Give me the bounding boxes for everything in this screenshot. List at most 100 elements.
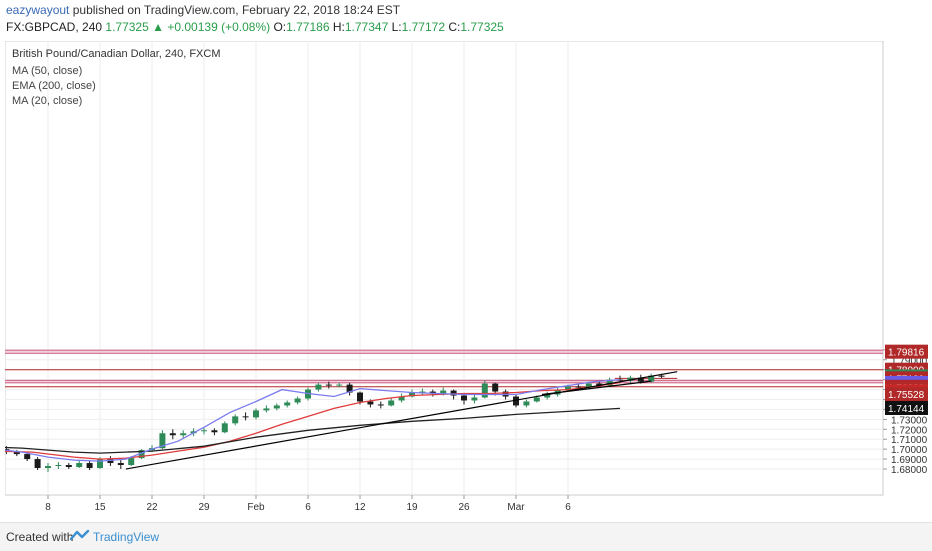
y-tick-label: 1.68000 — [891, 465, 928, 476]
y-axis[interactable]: 1.680001.690001.700001.710001.720001.730… — [883, 344, 928, 476]
y-tick-label: 1.72000 — [891, 425, 928, 436]
candle-down — [637, 377, 644, 382]
candle-down — [13, 452, 20, 455]
published-text: published on TradingView.com, February 2… — [72, 3, 401, 17]
price-chart[interactable]: 1.680001.690001.700001.710001.720001.730… — [0, 40, 928, 518]
candle-down — [450, 390, 457, 396]
price-label-box — [885, 344, 928, 359]
candle-up — [606, 379, 613, 386]
candle-up — [315, 384, 322, 390]
x-tick-label: Feb — [247, 502, 265, 513]
x-tick-label: 12 — [354, 502, 366, 513]
chart-area[interactable]: 1.68000 1.69000 1.70000 1.71000 1.72000 1.730… — [0, 40, 928, 518]
candle-up — [419, 391, 426, 393]
trendline — [125, 371, 678, 470]
close-label: C: — [448, 20, 461, 34]
price-label-box — [885, 387, 928, 402]
candle-down — [367, 401, 374, 405]
candle-down — [377, 404, 384, 406]
publish-line: eazywayout published on TradingView.com,… — [6, 3, 400, 17]
y-tick-label: 1.73000 — [891, 415, 928, 426]
candle-down — [242, 416, 249, 418]
candle-down — [34, 459, 41, 469]
x-tick-label: 6 — [305, 502, 311, 513]
y-tick-label: 1.79000 — [891, 356, 928, 367]
candle-up — [128, 458, 135, 466]
candle-up — [294, 398, 301, 403]
price-change: +0.00139 (+0.08%) — [167, 20, 271, 34]
y-tick-label: 1.71000 — [891, 435, 928, 446]
candle-up — [284, 402, 291, 406]
candle-up — [232, 416, 239, 424]
y-tick-label: 1.70000 — [891, 445, 928, 456]
candle-up — [97, 459, 103, 469]
open-label: O: — [273, 20, 287, 34]
candle-up — [201, 430, 207, 432]
candle-up — [627, 377, 634, 381]
candle-up — [263, 408, 270, 411]
x-tick-label: Mar — [507, 502, 525, 513]
candle-up — [440, 390, 447, 394]
tradingview-brand-link[interactable]: TradingView — [93, 530, 160, 544]
candle-up — [648, 375, 655, 382]
x-tick-label: 26 — [458, 502, 470, 513]
candle-down — [357, 392, 363, 402]
ma20-line — [0, 378, 621, 462]
high-label: H: — [332, 20, 345, 34]
author-link[interactable]: eazywayout — [6, 3, 70, 17]
levels — [5, 369, 883, 388]
x-tick-label: 15 — [94, 502, 106, 513]
x-tick-label: 8 — [45, 502, 51, 513]
symbol-label: FX:GBPCAD, 240 — [6, 20, 103, 34]
ma50-line — [0, 381, 621, 460]
candle-down — [429, 391, 436, 394]
candle-up — [523, 401, 530, 406]
candle-up — [76, 463, 83, 468]
candle-up — [533, 397, 540, 402]
candle-down — [86, 463, 93, 469]
trendline — [541, 380, 652, 396]
created-with-label: Created with — [6, 530, 74, 544]
candle-down — [658, 375, 665, 377]
price-label: 1.79816 — [888, 348, 925, 359]
candle-up — [336, 384, 343, 386]
legend-ma20: MA (20, close) — [12, 95, 82, 107]
trendlines — [125, 371, 678, 470]
candle-up — [138, 450, 145, 459]
candle-up — [544, 394, 551, 398]
candle-up — [273, 405, 280, 409]
candle-up — [585, 383, 592, 388]
low-value: 1.77172 — [401, 20, 445, 34]
x-tick-label: 19 — [406, 502, 418, 513]
candle-up — [409, 392, 415, 397]
low-label: L: — [391, 20, 402, 34]
candle-up — [481, 383, 488, 398]
candles — [3, 373, 665, 472]
last-price: 1.77325 — [105, 20, 149, 34]
candle-down — [24, 454, 31, 460]
candle-up — [471, 397, 478, 401]
candle-down — [492, 383, 499, 392]
high-value: 1.77347 — [344, 20, 389, 34]
price-label: 1.74144 — [888, 404, 925, 415]
candle-up — [221, 423, 228, 433]
x-axis[interactable]: 8 15 22 29 Feb 6 12 19 26 Mar 6 — [45, 495, 571, 513]
candle-up — [253, 410, 259, 418]
y-tick-label: 1.69000 — [891, 455, 928, 466]
x-tick-label: 29 — [198, 502, 210, 513]
candle-up — [565, 386, 571, 390]
candle-down — [346, 384, 353, 393]
candle-down — [513, 396, 519, 406]
candle-down — [211, 430, 218, 433]
candle-up — [45, 466, 51, 469]
candle-up — [180, 433, 187, 436]
tradingview-logo-icon[interactable] — [69, 529, 90, 548]
candle-down — [169, 433, 176, 436]
legend-ma50: MA (50, close) — [12, 65, 82, 77]
up-arrow-icon: ▲ — [152, 20, 165, 34]
candle-down — [107, 459, 114, 464]
legend-ema200: EMA (200, close) — [12, 80, 96, 92]
candle-up — [55, 465, 62, 467]
price-label: 1.75528 — [888, 390, 925, 401]
sr-zone — [5, 350, 883, 354]
